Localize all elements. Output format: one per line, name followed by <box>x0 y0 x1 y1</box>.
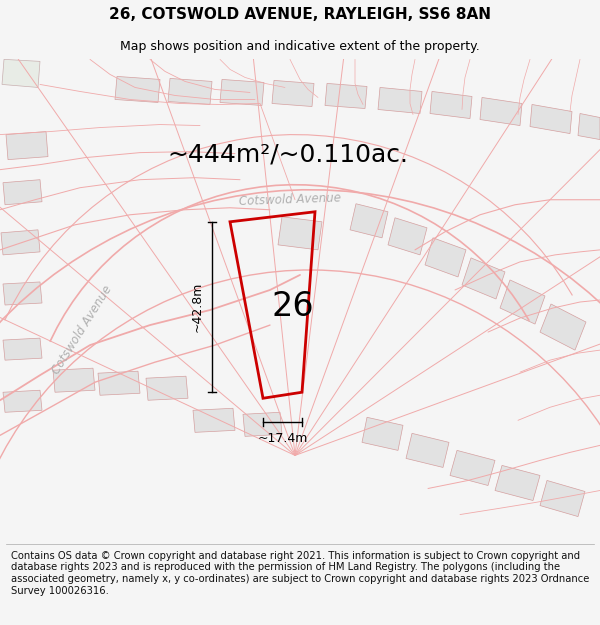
Text: ~42.8m: ~42.8m <box>191 282 203 332</box>
Polygon shape <box>388 217 427 255</box>
Polygon shape <box>406 433 449 468</box>
Polygon shape <box>1 230 40 255</box>
Polygon shape <box>578 114 600 139</box>
Polygon shape <box>53 368 95 392</box>
Polygon shape <box>540 304 586 350</box>
Polygon shape <box>98 371 140 395</box>
Polygon shape <box>378 88 422 114</box>
Polygon shape <box>495 466 540 501</box>
Polygon shape <box>425 238 466 277</box>
Polygon shape <box>2 59 40 88</box>
Polygon shape <box>350 204 388 238</box>
Text: Cotswold Avenue: Cotswold Avenue <box>49 283 115 377</box>
Polygon shape <box>272 81 314 106</box>
Text: ~444m²/~0.110ac.: ~444m²/~0.110ac. <box>167 142 409 167</box>
Polygon shape <box>3 390 42 412</box>
Polygon shape <box>6 131 48 159</box>
Text: Cotswold Avenue: Cotswold Avenue <box>239 191 341 208</box>
Polygon shape <box>325 83 367 109</box>
Text: Contains OS data © Crown copyright and database right 2021. This information is : Contains OS data © Crown copyright and d… <box>11 551 589 596</box>
Polygon shape <box>362 418 403 451</box>
Text: ~17.4m: ~17.4m <box>257 432 308 445</box>
Polygon shape <box>480 98 522 126</box>
Polygon shape <box>278 217 322 250</box>
Polygon shape <box>168 78 212 104</box>
Polygon shape <box>3 338 42 360</box>
Polygon shape <box>3 282 42 305</box>
Text: 26, COTSWOLD AVENUE, RAYLEIGH, SS6 8AN: 26, COTSWOLD AVENUE, RAYLEIGH, SS6 8AN <box>109 8 491 22</box>
Polygon shape <box>462 258 505 299</box>
Text: 26: 26 <box>271 289 314 322</box>
Polygon shape <box>193 408 235 432</box>
Polygon shape <box>500 280 545 324</box>
Polygon shape <box>115 76 160 102</box>
Polygon shape <box>540 481 585 516</box>
Polygon shape <box>450 451 495 486</box>
Text: Map shows position and indicative extent of the property.: Map shows position and indicative extent… <box>120 40 480 52</box>
Polygon shape <box>430 91 472 119</box>
Polygon shape <box>3 180 42 205</box>
Polygon shape <box>220 79 264 106</box>
Polygon shape <box>530 104 572 134</box>
Polygon shape <box>243 412 282 436</box>
Polygon shape <box>146 376 188 400</box>
